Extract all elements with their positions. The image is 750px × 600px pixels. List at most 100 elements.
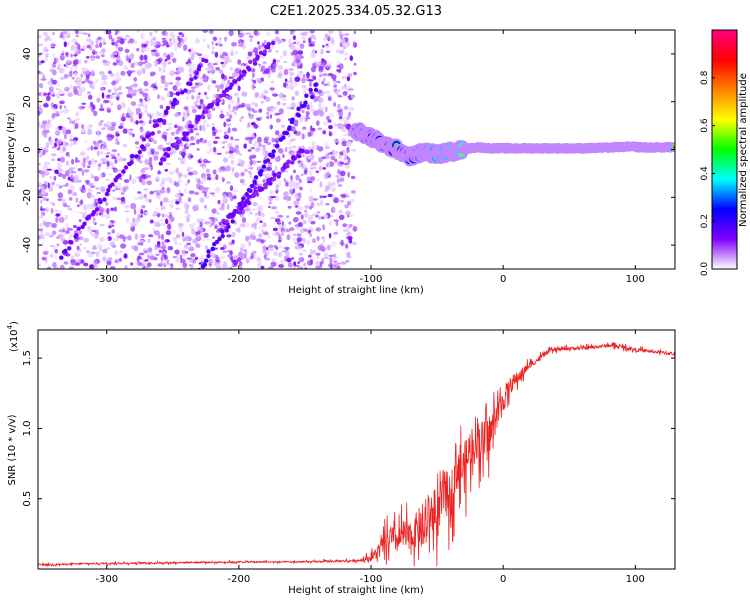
noise-mark: [297, 261, 300, 264]
noise-mark: [293, 149, 297, 154]
noise-mark: [83, 262, 89, 267]
noise-mark: [206, 173, 211, 178]
diagonal-track-mark: [274, 144, 280, 149]
noise-mark: [253, 124, 259, 129]
noise-mark: [179, 254, 183, 260]
noise-mark: [297, 245, 303, 250]
noise-mark: [91, 185, 96, 188]
noise-mark: [58, 88, 62, 94]
noise-mark: [264, 257, 271, 261]
noise-mark: [223, 134, 230, 140]
noise-mark: [100, 214, 106, 218]
noise-mark: [149, 190, 154, 195]
noise-mark: [211, 46, 215, 50]
noise-mark: [217, 129, 222, 133]
noise-mark: [134, 141, 139, 145]
noise-mark: [275, 118, 281, 123]
noise-mark: [303, 262, 306, 267]
noise-mark: [221, 146, 225, 149]
noise-mark: [69, 138, 74, 142]
noise-mark: [40, 185, 45, 190]
noise-mark: [214, 84, 221, 89]
noise-mark: [297, 71, 303, 77]
noise-mark: [292, 216, 299, 223]
noise-mark: [50, 46, 56, 49]
noise-mark: [336, 178, 340, 184]
noise-mark: [117, 104, 122, 111]
diagonal-track-mark: [165, 153, 171, 158]
noise-mark: [305, 117, 311, 120]
noise-mark: [81, 67, 88, 70]
noise-mark: [184, 203, 188, 208]
noise-mark: [292, 265, 296, 269]
noise-mark: [83, 211, 88, 216]
noise-mark: [86, 147, 92, 151]
noise-mark: [139, 129, 145, 132]
noise-mark: [38, 111, 41, 116]
noise-mark: [195, 104, 199, 108]
noise-mark: [345, 243, 349, 249]
noise-mark: [226, 249, 233, 253]
noise-mark: [65, 59, 71, 64]
noise-mark: [42, 174, 46, 177]
noise-mark: [133, 266, 140, 269]
noise-mark: [240, 32, 245, 36]
noise-mark: [205, 168, 210, 174]
noise-mark: [247, 164, 252, 168]
noise-mark: [322, 195, 327, 198]
noise-mark: [258, 108, 263, 113]
noise-mark: [214, 224, 218, 230]
noise-mark: [317, 216, 322, 220]
noise-mark: [193, 128, 198, 131]
noise-mark: [202, 176, 208, 182]
noise-mark: [137, 30, 140, 34]
noise-mark: [125, 86, 130, 89]
noise-mark: [157, 130, 161, 134]
noise-mark: [38, 104, 42, 108]
noise-mark: [48, 186, 53, 192]
diagonal-track-mark: [230, 219, 235, 224]
diagonal-track-mark: [246, 187, 252, 193]
noise-mark: [91, 69, 95, 76]
noise-mark: [318, 102, 322, 109]
noise-mark: [244, 206, 250, 212]
noise-mark: [141, 43, 146, 48]
noise-mark: [234, 128, 238, 132]
noise-mark: [272, 232, 276, 237]
noise-mark: [50, 90, 54, 93]
noise-mark: [323, 120, 328, 126]
noise-mark: [133, 61, 139, 66]
colorbar-label: Normalized spectral amplitude: [738, 73, 749, 227]
noise-mark: [312, 75, 317, 80]
noise-mark: [244, 168, 248, 173]
noise-mark: [137, 255, 141, 259]
noise-mark: [102, 256, 107, 262]
noise-mark: [175, 168, 179, 173]
noise-mark: [310, 52, 316, 58]
noise-mark: [225, 151, 229, 155]
noise-mark: [217, 261, 222, 264]
noise-mark: [70, 53, 73, 58]
noise-mark: [44, 251, 49, 254]
diagonal-track-mark: [245, 198, 250, 203]
noise-mark: [54, 130, 61, 136]
noise-mark: [228, 153, 235, 160]
diagonal-track-mark: [236, 77, 242, 82]
noise-mark: [180, 161, 185, 165]
noise-mark: [40, 230, 44, 234]
diagonal-track-mark: [224, 219, 229, 224]
noise-mark: [93, 200, 97, 204]
noise-mark: [331, 74, 337, 80]
noise-mark: [93, 265, 99, 268]
colorbar: 0.00.20.40.60.8 Normalized spectral ampl…: [700, 29, 749, 276]
noise-mark: [149, 255, 155, 261]
noise-mark: [189, 89, 196, 93]
noise-mark: [318, 110, 325, 117]
noise-mark: [38, 216, 44, 219]
noise-mark: [262, 231, 269, 236]
noise-mark: [133, 40, 138, 44]
noise-mark: [160, 44, 165, 47]
noise-mark: [184, 244, 188, 248]
noise-mark: [306, 71, 310, 79]
noise-mark: [77, 43, 81, 50]
